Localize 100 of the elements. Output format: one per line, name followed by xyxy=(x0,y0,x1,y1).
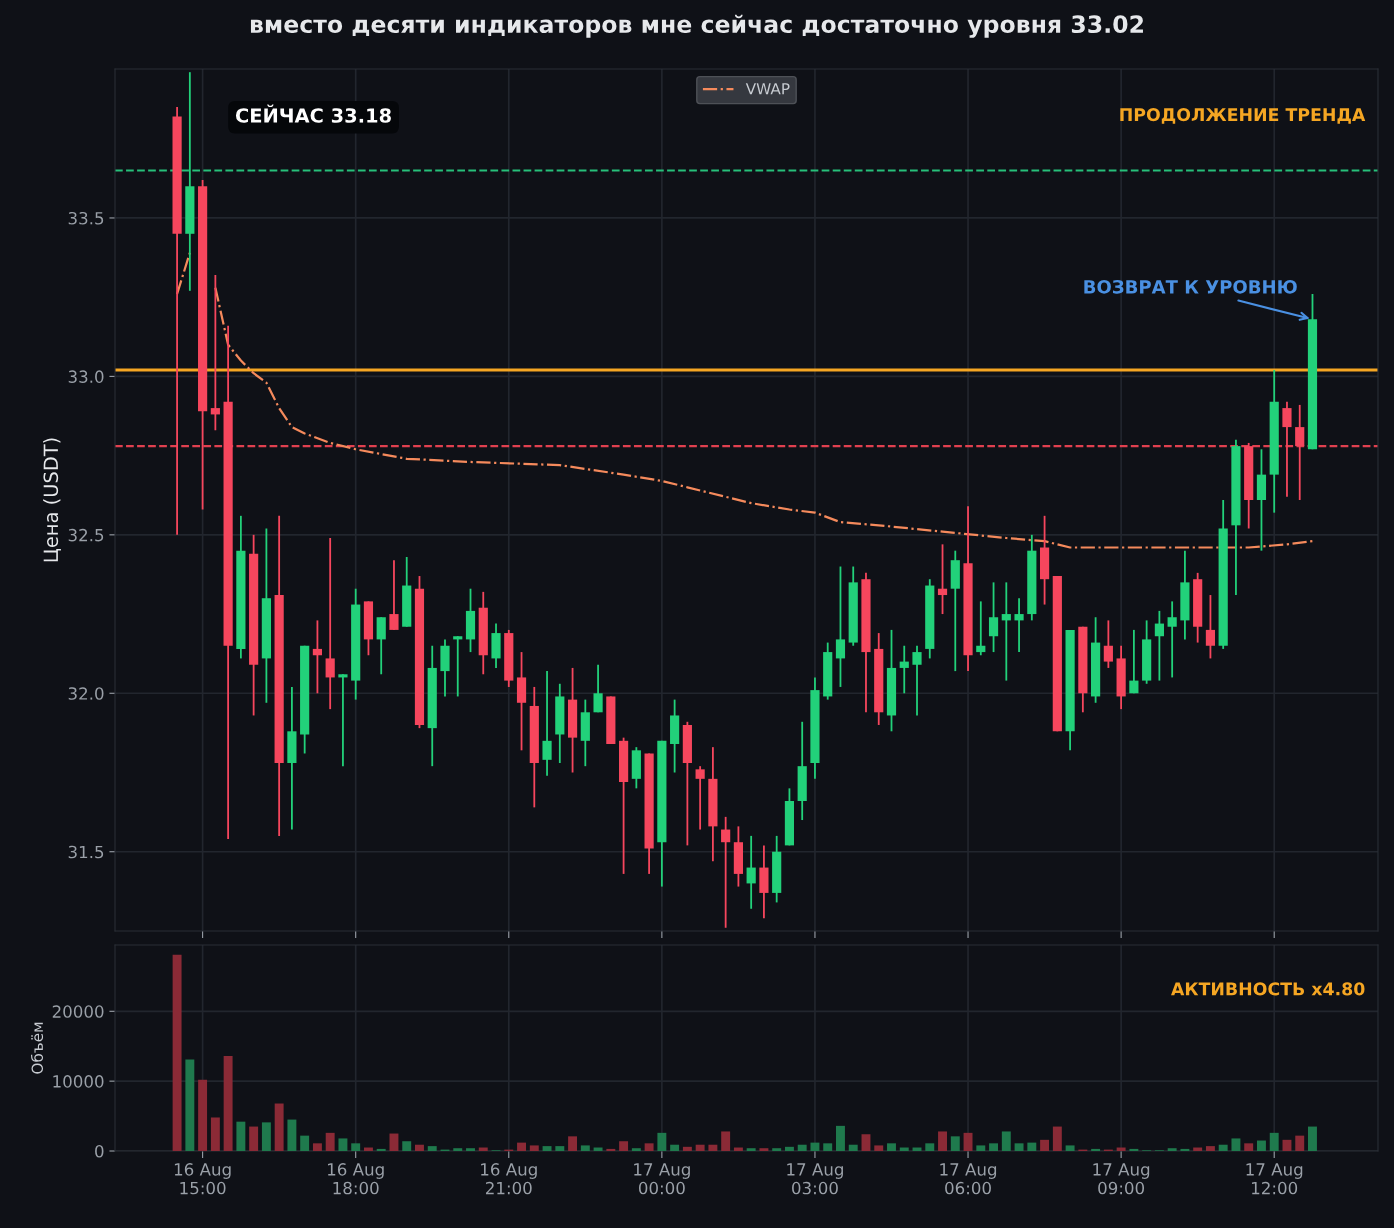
y-axis-title: Цена (USDT) xyxy=(43,438,61,562)
bar xyxy=(172,954,182,1151)
candlestick xyxy=(1014,597,1024,653)
bar xyxy=(1014,1143,1024,1151)
bar xyxy=(989,1143,999,1151)
candlestick xyxy=(1103,619,1113,669)
candlestick xyxy=(210,274,220,432)
bar xyxy=(887,1143,896,1151)
bar xyxy=(376,1148,386,1151)
bar xyxy=(861,1134,871,1151)
bar xyxy=(1308,1126,1317,1151)
bar xyxy=(236,1121,246,1151)
y-axis-title: Объём xyxy=(30,1022,44,1074)
candlestick xyxy=(389,559,399,631)
bar xyxy=(836,1125,845,1151)
candlestick xyxy=(899,644,909,695)
bar xyxy=(619,1141,629,1151)
bar xyxy=(198,1079,208,1151)
bar xyxy=(466,1148,475,1151)
candlestick xyxy=(312,619,323,695)
annotation: ВОЗВРАТ К УРОВНЮ xyxy=(1084,279,1297,294)
x-tick-label: 17 Aug 03:00 xyxy=(787,1163,843,1195)
candlestick xyxy=(1282,400,1292,498)
bar xyxy=(963,1132,973,1151)
bar xyxy=(657,1132,667,1151)
bar xyxy=(325,1132,335,1151)
bar xyxy=(300,1135,310,1151)
bar xyxy=(1167,1148,1177,1151)
bar xyxy=(772,1148,782,1151)
bar xyxy=(708,1144,718,1151)
y-tick-label: 0 xyxy=(95,1144,104,1158)
bar xyxy=(1027,1142,1037,1151)
candlestick xyxy=(593,663,603,714)
bar xyxy=(976,1145,986,1151)
bar xyxy=(1205,1146,1215,1151)
bar xyxy=(415,1144,424,1151)
chart-title: вместо десяти индикаторов мне сейчас достаточно уровня 33.02 xyxy=(250,14,1143,38)
bar xyxy=(784,1146,794,1151)
candlestick xyxy=(1129,628,1139,695)
candlestick xyxy=(1295,404,1305,501)
bar xyxy=(287,1119,297,1151)
bar xyxy=(644,1143,654,1151)
candlestick xyxy=(542,670,552,777)
candlestick xyxy=(1001,581,1011,682)
x-tick-label: 17 Aug 12:00 xyxy=(1246,1163,1303,1195)
candlestick xyxy=(721,815,731,929)
bar xyxy=(261,1122,271,1151)
candlestick xyxy=(376,616,386,676)
x-tick-label: 17 Aug 00:00 xyxy=(634,1163,690,1195)
bar xyxy=(1244,1143,1254,1151)
bar xyxy=(1295,1135,1305,1151)
bar xyxy=(746,1148,756,1151)
bar xyxy=(555,1146,565,1151)
candlestick xyxy=(746,834,756,910)
bar xyxy=(1231,1138,1241,1151)
bar xyxy=(1129,1148,1139,1151)
bar xyxy=(1091,1148,1101,1151)
bar xyxy=(925,1143,935,1151)
candlestick xyxy=(338,673,348,768)
y-tick-label: 33.5 xyxy=(68,211,104,225)
x-tick-label: 17 Aug 06:00 xyxy=(940,1163,997,1195)
annotation: ПРОДОЛЖЕНИЕ ТРЕНДА xyxy=(1120,108,1366,124)
bar xyxy=(210,1117,220,1151)
bar xyxy=(427,1146,437,1151)
annotation: АКТИВНОСТЬ x4.80 xyxy=(1171,982,1365,996)
bar xyxy=(759,1148,769,1151)
candlestick xyxy=(1205,594,1216,660)
bar xyxy=(389,1133,399,1151)
bar xyxy=(1052,1126,1062,1151)
bar xyxy=(721,1131,731,1151)
bar xyxy=(223,1056,233,1151)
bar xyxy=(249,1126,259,1151)
bar xyxy=(938,1131,947,1151)
bar xyxy=(529,1145,539,1151)
candlestick xyxy=(835,565,846,688)
bar xyxy=(517,1142,526,1151)
y-tick-label: 32.0 xyxy=(68,687,104,700)
bar xyxy=(1180,1148,1190,1151)
candlestick xyxy=(937,543,948,615)
x-tick-label: 16 Aug 15:00 xyxy=(174,1163,231,1195)
bar xyxy=(402,1141,412,1151)
candlestick xyxy=(453,635,463,698)
bar xyxy=(185,1059,195,1151)
annotation: СЕЙЧАС 33.18 xyxy=(235,104,391,123)
y-tick-label: 32.5 xyxy=(68,528,104,542)
bar xyxy=(950,1136,960,1151)
bar xyxy=(274,1103,284,1151)
y-tick-label: 10000 xyxy=(53,1075,104,1088)
candlestick xyxy=(988,581,999,653)
bar xyxy=(848,1144,858,1151)
bar xyxy=(1256,1140,1266,1151)
bar xyxy=(1001,1131,1011,1151)
candlestick xyxy=(695,765,705,831)
bar xyxy=(542,1146,552,1151)
y-tick-label: 31.5 xyxy=(68,845,104,859)
candlestick xyxy=(325,537,335,711)
bar xyxy=(1065,1145,1075,1151)
legend-label: VWAP xyxy=(745,83,790,95)
candlestick xyxy=(1167,600,1177,679)
bar xyxy=(670,1144,680,1151)
